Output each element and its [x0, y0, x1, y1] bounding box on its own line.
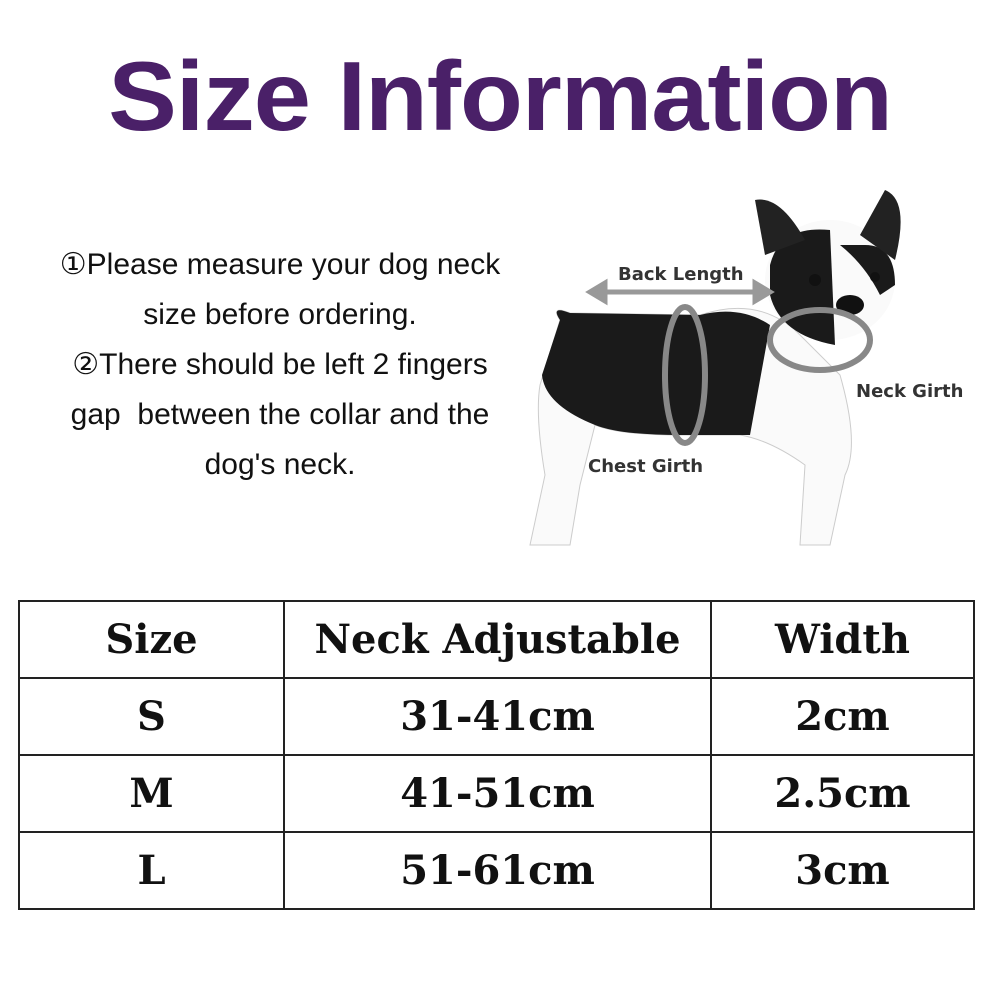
back-length-label: Back Length: [618, 264, 744, 285]
instruction-line: gap between the collar and the: [70, 398, 490, 431]
table-row: L 51-61cm 3cm: [18, 831, 975, 910]
header-width: Width: [710, 600, 975, 679]
cell-size: L: [18, 831, 285, 910]
dog-measurement-diagram: Back Length Chest Girth Neck Girth: [529, 190, 963, 546]
cell-width: 2cm: [710, 677, 975, 756]
table-row: M 41-51cm 2.5cm: [18, 754, 975, 833]
neck-girth-label: Neck Girth: [856, 381, 963, 402]
chest-girth-loop: [662, 304, 708, 446]
cell-width: 3cm: [710, 831, 975, 910]
instruction-line: ②There should be left 2 fingers: [72, 348, 488, 381]
table-row: S 31-41cm 2cm: [18, 677, 975, 756]
cell-size: M: [18, 754, 285, 833]
instruction-line: size before ordering.: [143, 298, 417, 331]
dog-illustration: [529, 190, 901, 546]
cell-neck: 51-61cm: [283, 831, 712, 910]
table-header-row: Size Neck Adjustable Width: [18, 600, 975, 679]
instruction-line: ①Please measure your dog neck: [59, 248, 501, 281]
header-size: Size: [18, 600, 285, 679]
cell-neck: 31-41cm: [283, 677, 712, 756]
size-table: Size Neck Adjustable Width S 31-41cm 2cm…: [18, 600, 975, 910]
cell-neck: 41-51cm: [283, 754, 712, 833]
page-title: Size Information: [108, 41, 893, 151]
chest-girth-label: Chest Girth: [588, 456, 703, 477]
cell-size: S: [18, 677, 285, 756]
measurement-instructions: ①Please measure your dog neck size befor…: [10, 240, 550, 490]
back-length-arrow: [585, 278, 775, 306]
header-neck-adjustable: Neck Adjustable: [283, 600, 712, 679]
neck-girth-loop: [767, 307, 873, 373]
instruction-line: dog's neck.: [204, 448, 356, 481]
cell-width: 2.5cm: [710, 754, 975, 833]
